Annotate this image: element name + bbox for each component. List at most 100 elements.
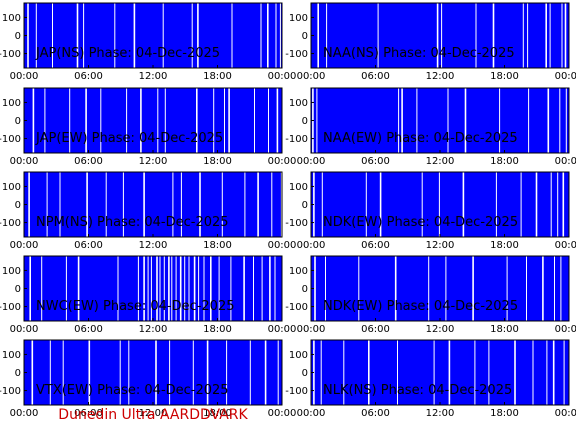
panel-4-xtick-label-5: 00:00 [555, 156, 576, 167]
panel-1-gap-4 [76, 3, 79, 68]
panel-4-gap-4 [401, 88, 403, 153]
panel-2-ytick-label-1: 100 [289, 13, 308, 24]
panel-8-gap-5 [428, 256, 430, 321]
panel-8-xtick-label-1: 00:00 [297, 324, 326, 335]
panel-5-gap-9 [180, 172, 182, 237]
panel-9-gap-10 [206, 340, 209, 405]
footer-caption: Dunedin Ultra AARDDVARK [58, 407, 248, 423]
panel-9-xtick-label-2: 06:00 [74, 408, 103, 419]
panel-8-ytick-label-1: 100 [289, 266, 308, 277]
panel-2-xtick-label-3: 12:00 [426, 71, 455, 82]
panel-6-gap-5 [421, 172, 423, 237]
panel-4-xtick-label-4: 18:00 [490, 156, 519, 167]
panel-9-gap-1 [31, 340, 34, 405]
panel-5-gap-14 [271, 172, 273, 237]
panel-6-xtick-label-2: 06:00 [361, 240, 390, 251]
panel-5-xtick-label-5: 00:00 [268, 240, 297, 251]
panel-10-xtick-label-2: 06:00 [361, 408, 390, 419]
panel-10-title: NLK(NS) Phase: 04-Dec-2025 [323, 383, 512, 398]
panel-6-xtick-label-4: 18:00 [490, 240, 519, 251]
panel-7-gap-16 [179, 256, 182, 321]
panel-2-gap-13 [564, 3, 567, 68]
panel-6-gap-3 [365, 172, 367, 237]
panel-7-gap-15 [175, 256, 177, 321]
panel-9-title: VTX(EW) Phase: 04-Dec-2025 [36, 383, 229, 398]
panel-5-gap-6 [122, 172, 124, 237]
panel-9-gap-2 [49, 340, 51, 405]
panel-7-ytick-label-2: 0 [15, 284, 21, 295]
panel-5-gap-13 [257, 172, 259, 237]
panel-4-gap-7 [464, 88, 467, 153]
panel-1-ytick-label-3: -100 [0, 49, 21, 60]
panel-4-gap-5 [416, 88, 418, 153]
panel-3-gap-10 [196, 88, 198, 153]
panel-1-gap-5 [83, 3, 85, 68]
panel-2-gap-9 [527, 3, 529, 68]
panel-3-ytick-label-1: 100 [2, 98, 21, 109]
panel-4-ytick-label-2: 0 [302, 116, 308, 127]
panel-10-gap-5 [397, 340, 398, 405]
panel-8-xtick-label-2: 06:00 [361, 324, 390, 335]
panel-7-ytick-label-1: 100 [2, 266, 21, 277]
panel-4-gap-6 [447, 88, 449, 153]
panel-2-gap-3 [377, 3, 379, 68]
panel-1-ytick-label-1: 100 [2, 13, 21, 24]
panel-5-gap-1 [28, 172, 30, 237]
panel-2-gap-8 [522, 3, 524, 68]
panel-3-gap-6 [126, 88, 128, 153]
panel-8-gap-12 [560, 256, 562, 321]
panel-3-ytick-label-2: 0 [15, 116, 21, 127]
panel-9-ytick-label-1: 100 [2, 350, 21, 361]
panel-9-gap-9 [192, 340, 194, 405]
panel-10-gap-2 [320, 340, 322, 405]
panel-7-gap-6 [137, 256, 139, 321]
panel-2-xtick-label-2: 06:00 [361, 71, 390, 82]
panel-9-gap-3 [62, 340, 64, 405]
panel-7-gap-14 [171, 256, 173, 321]
panel-9-ytick-label-3: -100 [0, 386, 21, 397]
panel-4-gap-3 [398, 88, 400, 153]
panel-1-gap-7 [133, 3, 136, 68]
panel-7-gap-4 [77, 256, 80, 321]
panel-9-gap-4 [88, 340, 91, 405]
panel-10-gap-4 [368, 340, 370, 405]
panel-1-title: JAP(NS) Phase: 04-Dec-2025 [35, 46, 220, 61]
panel-3-ytick-label-3: -100 [0, 134, 21, 145]
panel-7-gap-21 [203, 256, 205, 321]
panel-4-ytick-label-1: 100 [289, 98, 308, 109]
panel-7-plot-area [24, 256, 282, 321]
panel-4-gap-10 [547, 88, 550, 153]
panel-1-gap-3 [52, 3, 53, 68]
panel-1-gap-8 [162, 3, 164, 68]
panel-7-gap-24 [230, 256, 232, 321]
panel-7-xtick-label-1: 00:00 [10, 324, 39, 335]
panel-10-gap-9 [488, 340, 490, 405]
panel-2-xtick-label-1: 00:00 [297, 71, 326, 82]
panel-9-ytick-label-2: 0 [15, 368, 21, 379]
panel-6-title: NDK(EW) Phase: 04-Dec-2025 [323, 215, 518, 230]
panel-10-gap-13 [552, 340, 555, 405]
panel-5-title: NPM(NS) Phase: 04-Dec-2025 [36, 215, 229, 230]
panel-7-gap-11 [159, 256, 161, 321]
panel-7-gap-23 [218, 256, 220, 321]
panel-9-gap-6 [128, 340, 130, 405]
panel-2-gap-12 [561, 3, 563, 68]
panel-5-ytick-label-2: 0 [15, 200, 21, 211]
panel-1-gap-10 [197, 3, 199, 68]
panel-4-plot-area [311, 88, 569, 153]
panel-5-gap-2 [46, 172, 48, 237]
panel-2-gap-10 [545, 3, 547, 68]
panel-6-gap-9 [520, 172, 522, 237]
panel-10-gap-7 [448, 340, 451, 405]
panel-6-xtick-label-5: 00:00 [555, 240, 576, 251]
panel-8-gap-3 [358, 256, 360, 321]
panel-6-gap-2 [321, 172, 323, 237]
panel-3-title: JAP(EW) Phase: 04-Dec-2025 [35, 131, 223, 146]
panel-3-gap-16 [276, 88, 279, 153]
panel-7-title: NWC(EW) Phase: 04-Dec-2025 [36, 299, 235, 314]
panel-10-ytick-label-3: -100 [285, 386, 308, 397]
panel-3-gap-11 [213, 88, 215, 153]
panel-6-gap-11 [550, 172, 552, 237]
panel-7-xtick-label-5: 00:00 [268, 324, 297, 335]
panel-10-gap-8 [474, 340, 476, 405]
